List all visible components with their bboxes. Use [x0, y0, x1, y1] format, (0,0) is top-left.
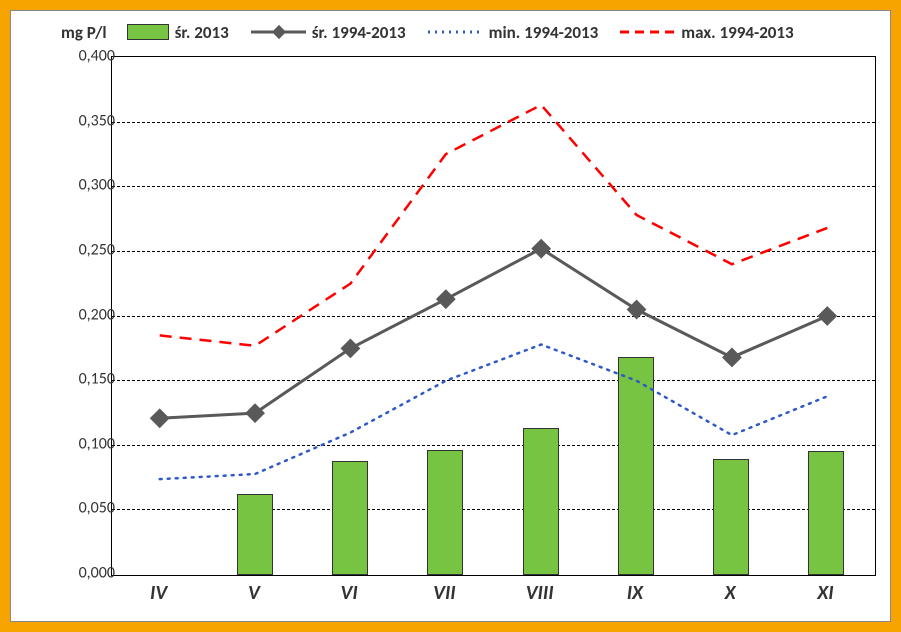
line-marker	[531, 239, 551, 259]
legend-label-avg: śr. 1994-2013	[312, 22, 406, 43]
legend-item-bar: śr. 2013	[127, 22, 229, 43]
legend-swatch-avg	[251, 22, 306, 42]
line-marker	[722, 348, 742, 368]
ytick-label: 0,000	[55, 564, 115, 583]
legend-swatch-min	[428, 22, 483, 42]
xtick-label: XI	[795, 581, 855, 605]
line-marker	[436, 289, 456, 309]
ytick-label: 0,400	[55, 47, 115, 66]
xtick-label: V	[224, 581, 284, 605]
xtick-label: VI	[319, 581, 379, 605]
legend: mg P/l śr. 2013 śr. 1994-2013 min. 1994-…	[61, 17, 881, 47]
xtick-label: X	[700, 581, 760, 605]
xtick-label: IV	[129, 581, 189, 605]
ytick-label: 0,250	[55, 240, 115, 259]
line-series	[160, 249, 828, 419]
xtick-label: VII	[414, 581, 474, 605]
legend-item-max: max. 1994-2013	[620, 22, 793, 43]
plot-area	[111, 56, 876, 576]
legend-label-max: max. 1994-2013	[681, 22, 793, 43]
legend-label-min: min. 1994-2013	[489, 22, 599, 43]
legend-label-bar: śr. 2013	[175, 22, 229, 43]
line-series	[160, 105, 828, 346]
chart-frame: mg P/l śr. 2013 śr. 1994-2013 min. 1994-…	[10, 10, 891, 622]
line-marker	[245, 403, 265, 423]
line-marker	[341, 338, 361, 358]
line-series-layer	[112, 57, 875, 575]
xtick-label: IX	[605, 581, 665, 605]
ytick-label: 0,050	[55, 499, 115, 518]
ytick-label: 0,150	[55, 370, 115, 389]
legend-item-avg: śr. 1994-2013	[251, 22, 406, 43]
ytick-label: 0,350	[55, 111, 115, 130]
legend-swatch-max	[620, 22, 675, 42]
y-axis-label: mg P/l	[61, 22, 107, 43]
ytick-label: 0,300	[55, 176, 115, 195]
line-marker	[150, 408, 170, 428]
line-marker	[817, 306, 837, 326]
legend-item-min: min. 1994-2013	[428, 22, 599, 43]
ytick-label: 0,100	[55, 434, 115, 453]
legend-swatch-bar	[127, 24, 169, 40]
xtick-label: VIII	[510, 581, 570, 605]
line-marker	[627, 300, 647, 320]
ytick-label: 0,200	[55, 305, 115, 324]
